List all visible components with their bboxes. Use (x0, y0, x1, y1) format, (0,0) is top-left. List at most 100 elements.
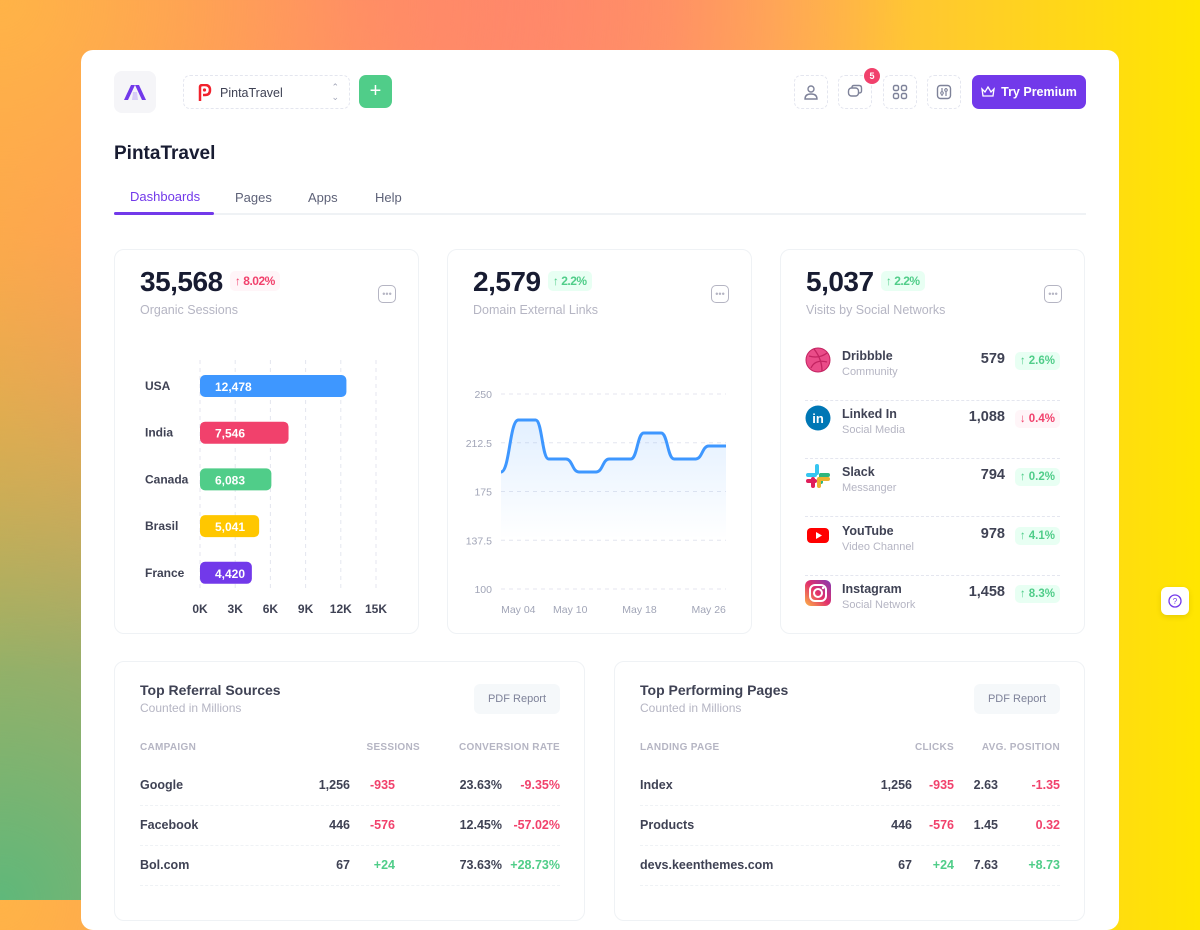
bar-value-label: 12,478 (215, 380, 252, 394)
bar-value-label: 7,546 (215, 427, 245, 441)
table-cell: +24 (374, 858, 395, 872)
stat-value: 5,037 (806, 266, 874, 297)
table-cell: Products (640, 818, 694, 832)
app-logo[interactable] (114, 71, 156, 113)
social-desc: Social Media (842, 424, 905, 436)
x-tick-label: 9K (298, 602, 314, 616)
area-fill (501, 420, 726, 539)
change-badge: ↑ 4.1% (1015, 527, 1060, 545)
svg-text:?: ? (1173, 597, 1178, 606)
table-cell: 1.45 (974, 818, 998, 832)
help-float-button[interactable]: ? (1161, 587, 1189, 615)
table-cell: 67 (336, 858, 350, 872)
tab-dashboards[interactable]: Dashboards (130, 189, 200, 204)
category-label: Brasil (145, 519, 178, 533)
pdf-report-button[interactable]: PDF Report (974, 684, 1060, 714)
social-value: 978 (981, 526, 1005, 542)
change-badge: ↑ 2.6% (1015, 352, 1060, 370)
social-item-youtube[interactable]: YouTube Video Channel 978 ↑ 4.1% (805, 518, 1060, 576)
table-cell: 12.45% (460, 818, 502, 832)
social-name: YouTube (842, 524, 894, 538)
youtube-icon (805, 522, 831, 548)
tabs-divider (114, 213, 1086, 215)
try-premium-button[interactable]: Try Premium (972, 75, 1086, 109)
change-badge: ↓ 0.4% (1015, 410, 1060, 428)
card-subtitle: Counted in Millions (640, 701, 741, 715)
table-cell: 0.32 (1036, 818, 1060, 832)
change-badge: ↑ 0.2% (1015, 468, 1060, 486)
column-header: AVG. POSITION (982, 742, 1060, 753)
table-cell: -1.35 (1032, 778, 1061, 792)
social-desc: Video Channel (842, 541, 914, 553)
pinta-logo-icon (196, 84, 212, 102)
change-badge: ↑ 2.2% (548, 271, 592, 291)
card-subtitle: Counted in Millions (140, 701, 241, 715)
workspace-select[interactable]: PintaTravel ⌃⌄ (183, 75, 350, 109)
category-label: Canada (145, 472, 189, 486)
apps-button[interactable] (883, 75, 917, 109)
table-cell: 2.63 (974, 778, 998, 792)
table-cell: 73.63% (460, 858, 502, 872)
social-value: 1,458 (969, 584, 1005, 600)
table-cell: 1,256 (319, 778, 350, 792)
table-cell: Index (640, 778, 673, 792)
table-cell: 7.63 (974, 858, 998, 872)
more-menu-icon[interactable]: ••• (711, 285, 729, 303)
x-tick-label: 12K (330, 602, 352, 616)
question-icon: ? (1168, 594, 1182, 608)
y-tick-label: 250 (474, 389, 492, 401)
table-cell: 446 (891, 818, 912, 832)
tab-help[interactable]: Help (375, 190, 402, 205)
social-name: Instagram (842, 582, 902, 596)
table-cell: 446 (329, 818, 350, 832)
settings-button[interactable] (927, 75, 961, 109)
y-tick-label: 137.5 (466, 535, 492, 547)
social-desc: Community (842, 366, 898, 378)
column-header: SESSIONS (366, 742, 420, 753)
crown-icon (981, 86, 995, 98)
page-title: PintaTravel (114, 143, 215, 165)
table-cell: -935 (929, 778, 954, 792)
table-cell: -57.02% (513, 818, 560, 832)
table-cell: +8.73 (1028, 858, 1060, 872)
stat-label: Visits by Social Networks (806, 303, 945, 317)
table-cell: 1,256 (881, 778, 912, 792)
social-visits-card: 5,037 ↑ 2.2% Visits by Social Networks •… (780, 249, 1085, 634)
column-header: LANDING PAGE (640, 742, 720, 753)
performing-pages-card: Top Performing Pages Counted in Millions… (614, 661, 1085, 921)
column-header: CLICKS (915, 742, 954, 753)
table-cell: +24 (933, 858, 954, 872)
more-menu-icon[interactable]: ••• (1044, 285, 1062, 303)
x-tick-label: 15K (365, 602, 387, 616)
profile-button[interactable] (794, 75, 828, 109)
sliders-icon (936, 84, 952, 100)
social-name: Slack (842, 465, 875, 479)
stat-label: Domain External Links (473, 303, 598, 317)
x-tick-label: May 26 (691, 604, 726, 616)
add-button[interactable]: + (359, 75, 392, 108)
pdf-report-button[interactable]: PDF Report (474, 684, 560, 714)
bar-value-label: 6,083 (215, 473, 245, 487)
chevron-updown-icon: ⌃⌄ (331, 82, 339, 102)
social-name: Dribbble (842, 349, 893, 363)
x-tick-label: May 18 (622, 604, 657, 616)
tab-pages[interactable]: Pages (235, 190, 272, 205)
more-menu-icon[interactable]: ••• (378, 285, 396, 303)
tab-apps[interactable]: Apps (308, 190, 338, 205)
dribbble-icon (805, 347, 831, 373)
table-row[interactable]: Index 1,256 -935 2.63 -1.35 (640, 766, 1060, 806)
table-cell: devs.keenthemes.com (640, 858, 773, 872)
card-title: Top Performing Pages (640, 682, 788, 698)
table-cell: -576 (370, 818, 395, 832)
y-tick-label: 100 (474, 584, 492, 596)
